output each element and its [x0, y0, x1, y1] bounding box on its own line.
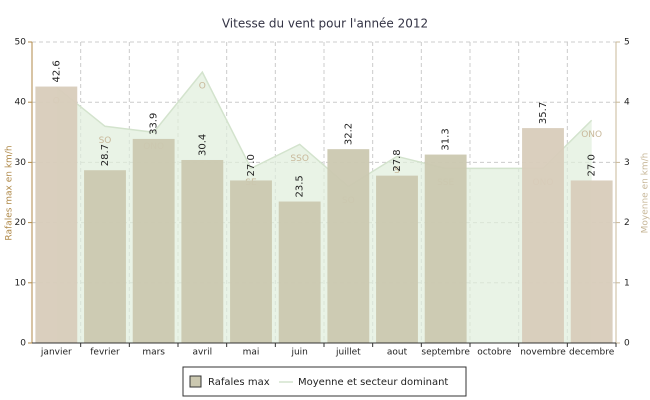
bar	[230, 180, 272, 343]
y2-tick-label: 4	[624, 98, 630, 108]
value-label: 31.3	[441, 128, 452, 150]
x-tick-label: decembre	[569, 348, 615, 358]
y2-tick-label: 2	[624, 218, 630, 228]
x-tick-label: aout	[387, 348, 408, 358]
bar	[181, 159, 224, 343]
x-tick-label: juin	[290, 348, 307, 358]
y2-tick-label: 5	[624, 38, 630, 48]
bar	[570, 180, 613, 343]
x-tick-label: mars	[142, 348, 165, 358]
x-tick-label: novembre	[520, 348, 566, 358]
value-label: 33.9	[149, 113, 160, 135]
direction-label: ONO	[581, 130, 602, 140]
y-tick-label: 50	[15, 38, 27, 48]
x-tick-label: septembre	[421, 348, 470, 358]
legend-label: Rafales max	[208, 377, 270, 388]
value-label: 35.7	[538, 102, 549, 124]
legend-label: Moyenne et secteur dominant	[298, 377, 448, 388]
bar	[35, 86, 78, 343]
y-axis-label: Rafales max en km/h	[5, 145, 15, 240]
x-tick-label: janvier	[40, 348, 72, 358]
bar	[327, 149, 370, 343]
value-label: 27.8	[392, 149, 403, 171]
x-tick-label: avril	[193, 348, 213, 358]
bar	[424, 154, 467, 343]
y2-tick-label: 0	[624, 339, 630, 349]
line	[55, 70, 593, 188]
value-label: 32.2	[343, 123, 354, 145]
y-tick-label: 20	[15, 218, 27, 228]
chart-title: Vitesse du vent pour l'année 2012	[222, 17, 428, 31]
legend-box	[182, 366, 467, 397]
value-label: 42.6	[51, 60, 62, 82]
x-tick-label: mai	[243, 348, 260, 358]
value-label: 27.0	[587, 154, 598, 176]
y-tick-label: 10	[15, 278, 27, 288]
value-label: 28.7	[100, 144, 111, 166]
bar	[376, 175, 418, 343]
direction-label: SSO	[290, 154, 309, 164]
legend-swatch	[189, 375, 202, 388]
y-tick-label: 40	[15, 98, 27, 108]
direction-label: S	[394, 166, 400, 176]
x-tick-label: juillet	[335, 348, 361, 358]
y2-axis-label: Moyenne en km/h	[641, 153, 650, 234]
value-label: 30.4	[197, 134, 208, 156]
value-label: 23.5	[295, 175, 306, 197]
bar	[132, 138, 175, 343]
value-label: 27.0	[246, 154, 257, 176]
y-tick-label: 0	[20, 339, 26, 349]
direction-label: O	[199, 82, 206, 92]
y2-tick-label: 1	[624, 278, 630, 288]
direction-label: SO	[99, 136, 112, 146]
y-tick-label: 30	[15, 158, 27, 168]
bar	[278, 201, 321, 343]
x-tick-label: octobre	[477, 348, 512, 358]
bar	[84, 170, 126, 343]
x-tick-label: fevrier	[90, 348, 120, 358]
bar	[522, 128, 564, 343]
y2-tick-label: 3	[624, 158, 630, 168]
